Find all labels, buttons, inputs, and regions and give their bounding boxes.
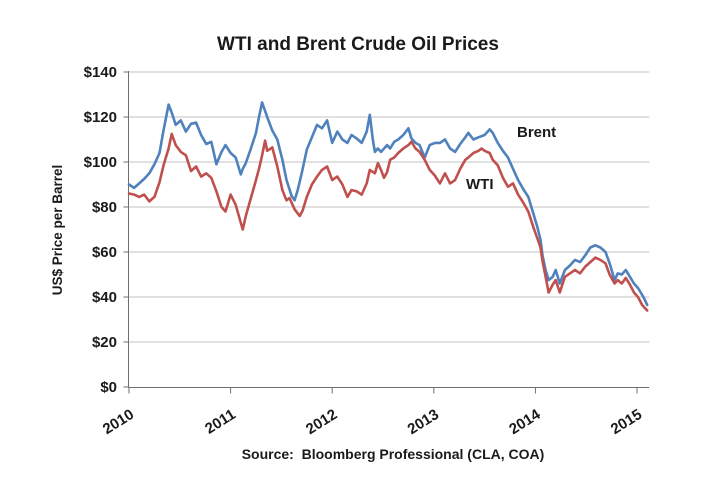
x-tick-label: 2013	[405, 406, 442, 438]
x-tick-label: 2010	[100, 406, 137, 438]
x-tick-labels: 2010 2011 2012 2013 2014 2015	[100, 406, 645, 438]
source-note: Source: Bloomberg Professional (CLA, COA…	[242, 446, 545, 462]
y-tick-label: $40	[92, 289, 117, 306]
y-tick-label: $140	[84, 64, 117, 81]
y-tick-label: $0	[100, 379, 117, 396]
chart-title: WTI and Brent Crude Oil Prices	[217, 34, 499, 55]
y-tick-labels: $140 $120 $100 $80 $60 $40 $20 $0	[84, 64, 117, 396]
y-axis-title: US$ Price per Barrel	[50, 165, 65, 296]
y-tick-label: $100	[84, 154, 117, 171]
y-tick-label: $60	[92, 244, 117, 261]
y-tick-label: $80	[92, 199, 117, 216]
brent-line	[127, 101, 649, 307]
series-label-brent: Brent	[517, 124, 556, 141]
x-tick-label: 2011	[202, 406, 239, 438]
series-label-wti: WTI	[466, 176, 494, 193]
wti-line	[127, 132, 649, 312]
x-tick-label: 2014	[506, 406, 544, 438]
y-tick-label: $120	[84, 109, 117, 126]
series-lines	[127, 101, 649, 312]
gridlines	[129, 71, 650, 343]
y-tick-label: $20	[92, 334, 117, 351]
x-tick-label: 2015	[608, 406, 645, 438]
x-tick-label: 2012	[303, 406, 340, 438]
axes	[123, 71, 650, 394]
